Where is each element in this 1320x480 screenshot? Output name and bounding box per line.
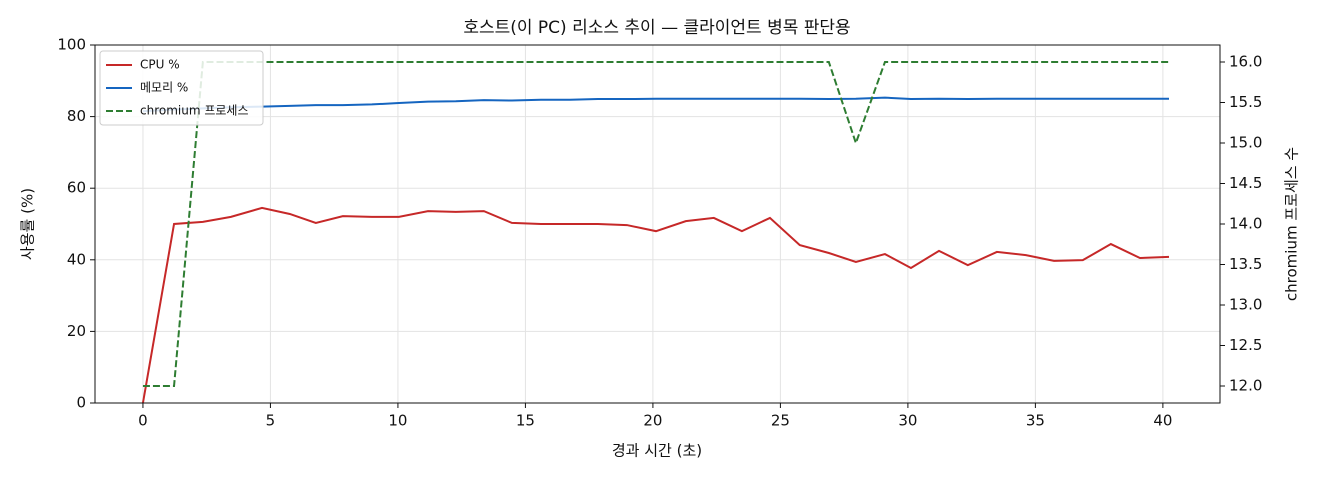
y2-tick-label: 14.5 xyxy=(1229,174,1262,192)
y-tick-label: 60 xyxy=(67,179,86,197)
y2-tick-label: 13.5 xyxy=(1229,255,1262,273)
legend-label: 메모리 % xyxy=(140,81,188,95)
plot-frame xyxy=(94,44,1221,404)
y2-tick-label: 14.0 xyxy=(1229,215,1262,233)
series-line xyxy=(141,206,1170,404)
legend-label: CPU % xyxy=(140,58,180,72)
x-tick-label: 30 xyxy=(898,412,917,430)
x-tick-label: 35 xyxy=(1026,412,1045,430)
x-tick-label: 20 xyxy=(643,412,662,430)
y2-tick-label: 15.5 xyxy=(1229,93,1262,111)
x-tick-label: 10 xyxy=(388,412,407,430)
chart-title: 호스트(이 PC) 리소스 추이 — 클라이언트 병목 판단용 xyxy=(463,18,850,38)
y-tick-label: 100 xyxy=(57,36,86,54)
y2-axis-label: chromium 프로세스 수 xyxy=(1283,147,1301,301)
legend: CPU % 메모리 % chromium 프로세스 xyxy=(99,50,264,126)
y-axis-label: 사용률 (%) xyxy=(19,188,37,260)
y-tick-label: 40 xyxy=(67,250,86,268)
x-tick-label: 5 xyxy=(266,412,276,430)
series-line xyxy=(142,96,1169,113)
y2-tick-label: 12.0 xyxy=(1229,376,1262,394)
y2-tick-label: 16.0 xyxy=(1229,53,1262,71)
y-tick-label: 80 xyxy=(67,107,86,125)
x-tick-label: 0 xyxy=(138,412,148,430)
x-tick-label: 40 xyxy=(1153,412,1172,430)
y2-tick-label: 15.0 xyxy=(1229,134,1262,152)
series-line xyxy=(142,61,1169,387)
y2-tick-label: 13.0 xyxy=(1229,295,1262,313)
legend-box xyxy=(99,50,264,126)
y2-tick-label: 12.5 xyxy=(1229,336,1262,354)
x-tick-label: 25 xyxy=(771,412,790,430)
y-tick-label: 20 xyxy=(67,322,86,340)
legend-label: chromium 프로세스 xyxy=(140,104,249,118)
x-tick-label: 15 xyxy=(516,412,535,430)
y-tick-label: 0 xyxy=(76,394,86,412)
x-axis-label: 경과 시간 (초) xyxy=(612,442,702,460)
